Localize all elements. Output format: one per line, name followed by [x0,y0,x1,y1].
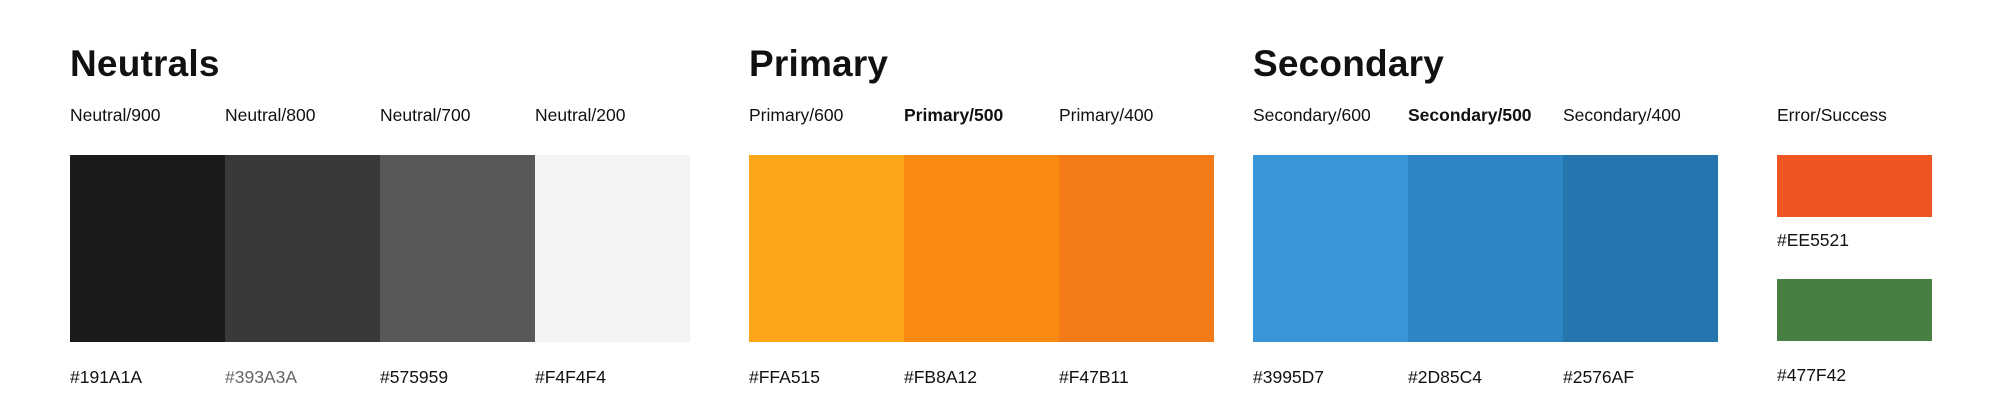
neutral-900-hex: #191A1A [70,367,143,387]
error-hex: #EE5521 [1777,230,1850,250]
neutrals-title: Neutrals [70,43,220,84]
secondary-500-label: Secondary/500 [1408,105,1532,125]
primary-500-swatch [904,155,1059,342]
secondary-400-swatch [1563,155,1718,342]
neutral-700-swatch [380,155,535,342]
secondary-500-swatch [1408,155,1563,342]
primary-600-swatch [749,155,904,342]
secondary-400-label: Secondary/400 [1563,105,1681,125]
neutral-700-hex: #575959 [380,367,449,387]
primary-title: Primary [749,43,889,84]
error-swatch [1777,155,1932,217]
success-swatch [1777,279,1932,341]
primary-600-label: Primary/600 [749,105,844,125]
primary-400-label: Primary/400 [1059,105,1154,125]
primary-400-hex: #F47B11 [1059,367,1129,387]
primary-600-hex: #FFA515 [749,367,821,387]
neutral-200-label: Neutral/200 [535,105,626,125]
primary-500-hex: #FB8A12 [904,367,977,387]
primary-500-label: Primary/500 [904,105,1004,125]
secondary-title: Secondary [1253,43,1444,84]
secondary-600-swatch [1253,155,1408,342]
neutral-200-swatch [535,155,690,342]
neutral-800-swatch [225,155,380,342]
neutral-700-label: Neutral/700 [380,105,471,125]
neutral-900-swatch [70,155,225,342]
neutral-200-hex: #F4F4F4 [535,367,606,387]
secondary-600-label: Secondary/600 [1253,105,1371,125]
primary-400-swatch [1059,155,1214,342]
neutral-900-label: Neutral/900 [70,105,161,125]
secondary-500-hex: #2D85C4 [1408,367,1482,387]
neutral-800-hex: #393A3A [225,367,298,387]
neutral-800-label: Neutral/800 [225,105,316,125]
secondary-400-hex: #2576AF [1563,367,1635,387]
secondary-600-hex: #3995D7 [1253,367,1325,387]
success-hex: #477F42 [1777,365,1847,385]
error-success-label: Error/Success [1777,105,1887,125]
